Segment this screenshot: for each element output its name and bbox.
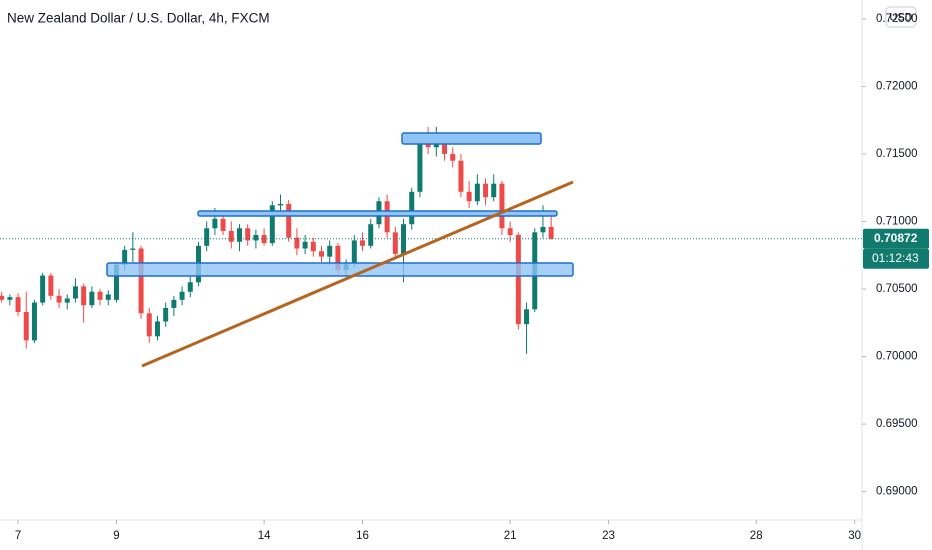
candle-body: [56, 295, 62, 303]
candle-body: [253, 235, 259, 241]
candle-body: [458, 160, 464, 192]
candle-body: [327, 245, 333, 257]
candle-body: [409, 191, 415, 225]
plot: [0, 126, 862, 354]
countdown-box: [863, 248, 929, 269]
candle-body: [15, 297, 21, 312]
y-tick-label: 0.72000: [876, 80, 918, 92]
x-tick-label: 7: [15, 530, 21, 542]
candle-body: [138, 248, 144, 314]
last-price-label: 0.70872: [874, 231, 918, 245]
candle-body: [335, 245, 341, 271]
candle-body: [204, 228, 210, 246]
candle-body: [81, 286, 87, 306]
candle-body: [442, 137, 448, 154]
candle-body: [310, 241, 316, 252]
candle-body: [360, 240, 366, 246]
y-tick-label: 0.70000: [876, 351, 918, 363]
y-tick-label: 0.71500: [876, 148, 918, 160]
candle-body: [113, 264, 119, 300]
candle-body: [171, 299, 177, 308]
candle-body: [179, 291, 185, 300]
candle-body: [450, 153, 456, 161]
chart-title: New Zealand Dollar / U.S. Dollar, 4h, FX…: [7, 11, 270, 26]
currency-button[interactable]: [885, 6, 917, 28]
candle-body: [220, 218, 226, 231]
candle-body: [483, 183, 489, 198]
candle-body: [122, 249, 128, 265]
candle-body: [269, 205, 275, 244]
candle-body: [105, 294, 111, 300]
candle-body: [515, 235, 521, 325]
resistance-zone: [401, 132, 542, 145]
candle-body: [392, 232, 398, 254]
candle-body: [245, 228, 251, 241]
x-tick-label: 30: [848, 530, 861, 542]
candle-body: [491, 183, 497, 198]
candle-body: [163, 307, 169, 322]
candle-body: [302, 241, 308, 249]
x-tick-label: 21: [504, 530, 517, 542]
countdown-label: 01:12:43: [872, 251, 919, 265]
candle-body: [48, 275, 54, 296]
candle-body: [368, 224, 374, 246]
y-tick-label: 0.70500: [876, 283, 918, 295]
candle-body: [286, 203, 292, 238]
candle-body: [507, 228, 513, 236]
candle-body: [64, 298, 70, 303]
candle-body: [187, 282, 193, 292]
candle-body: [548, 226, 554, 239]
candle-body: [277, 203, 283, 206]
candle-body: [524, 309, 530, 325]
candle-body: [319, 251, 325, 257]
last-price-box: [863, 228, 929, 249]
support-zone: [106, 262, 574, 277]
candle-body: [236, 228, 242, 242]
candle-body: [294, 237, 300, 249]
trend-line: [141, 180, 574, 368]
candle-body: [351, 240, 357, 264]
candle-body: [23, 312, 29, 341]
y-tick-label: 0.72500: [876, 13, 918, 25]
candle-body: [97, 291, 103, 300]
y-tick-label: 0.69500: [876, 418, 918, 430]
candle-body: [540, 226, 546, 233]
x-tick-label: 16: [356, 530, 369, 542]
candle-body: [146, 313, 152, 337]
candle-body: [7, 297, 13, 300]
y-tick-label: 0.71000: [876, 216, 918, 228]
currency-label: USD: [889, 11, 912, 23]
candle-body: [0, 295, 5, 300]
candle-body: [89, 291, 95, 306]
x-tick-label: 28: [750, 530, 763, 542]
x-tick-label: 14: [258, 530, 271, 542]
candle-body: [417, 140, 423, 192]
candle-body: [228, 230, 234, 242]
drawings: [106, 132, 574, 368]
candle-body: [401, 224, 407, 254]
resistance-line-zone: [197, 210, 558, 217]
candle-body: [384, 201, 390, 233]
candle-body: [130, 248, 136, 250]
x-tick-label: 23: [602, 530, 615, 542]
candle-body: [31, 302, 37, 341]
x-tick-label: 9: [113, 530, 119, 542]
candle-body: [499, 183, 505, 229]
candle-body: [474, 183, 480, 202]
candle-body: [72, 286, 78, 299]
candle-body: [40, 275, 46, 303]
candle-body: [154, 321, 160, 337]
candle-body: [466, 191, 472, 202]
candle-body: [212, 218, 218, 229]
y-tick-label: 0.69000: [876, 486, 918, 498]
